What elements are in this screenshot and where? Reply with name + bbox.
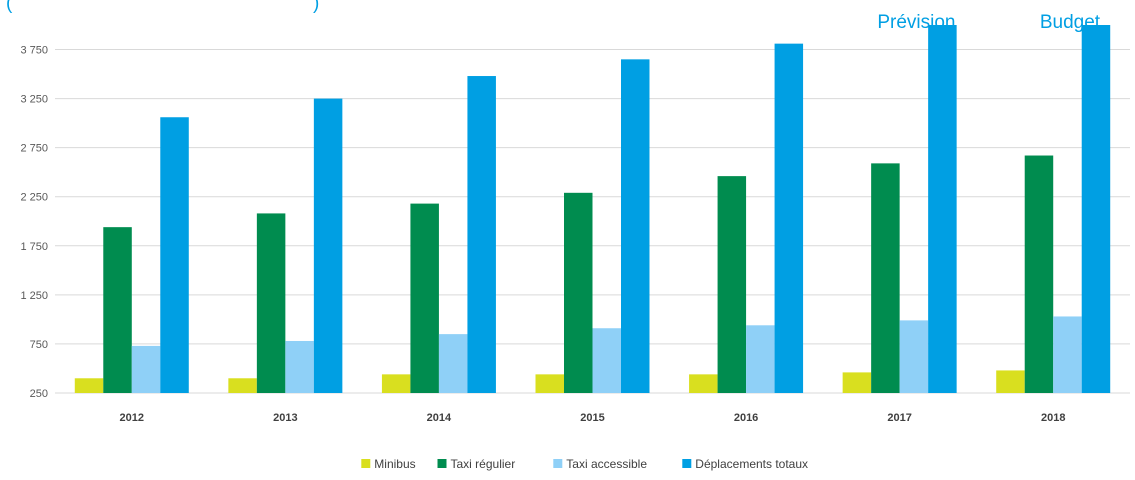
x-tick-label: 2015 — [580, 412, 604, 424]
bar-minibus-2018 — [996, 370, 1025, 393]
bar-minibus-2016 — [689, 374, 718, 393]
annotations: Prévision Budget — [877, 12, 1100, 33]
legend-label: Déplacements totaux — [695, 457, 808, 471]
bar-taxi-r-gulier-2016 — [717, 176, 747, 393]
legend-swatch — [437, 459, 447, 468]
bar-taxi-r-gulier-2014 — [410, 203, 439, 393]
bar-minibus-2017 — [842, 372, 872, 393]
chart-title-fragment-end: ) — [313, 0, 319, 14]
y-tick-label: 3 750 — [20, 45, 48, 57]
legend-swatch — [553, 459, 563, 468]
bar-taxi-accessible-2017 — [899, 320, 929, 393]
y-tick-label: 1 750 — [20, 241, 48, 253]
bar-d-placements-totaux-2014 — [467, 76, 496, 394]
legend-swatch — [361, 459, 371, 468]
bar-d-placements-totaux-2012 — [160, 117, 189, 393]
legend-label: Minibus — [374, 457, 415, 471]
bar-taxi-accessible-2018 — [1053, 316, 1082, 393]
y-tick-label: 2 750 — [20, 143, 48, 155]
x-tick-label: 2014 — [427, 412, 452, 424]
legend-label: Taxi accessible — [566, 457, 647, 471]
bar-d-placements-totaux-2018 — [1081, 25, 1111, 393]
bar-taxi-r-gulier-2012 — [103, 227, 132, 393]
x-tick-label: 2016 — [734, 412, 758, 424]
bar-d-placements-totaux-2016 — [774, 43, 804, 394]
bar-d-placements-totaux-2013 — [313, 98, 343, 393]
bar-taxi-r-gulier-2018 — [1024, 155, 1054, 393]
bar-taxi-accessible-2015 — [592, 328, 621, 393]
x-tick-label: 2018 — [1041, 412, 1065, 424]
bar-taxi-accessible-2012 — [131, 345, 161, 393]
x-axis-ticks: 2012 2013 2014 2015 2016 2017 2018 — [120, 412, 1066, 424]
x-tick-label: 2012 — [120, 412, 144, 424]
bar-taxi-r-gulier-2017 — [871, 163, 900, 393]
y-tick-label: 750 — [30, 339, 48, 351]
legend-label: Taxi régulier — [451, 457, 516, 471]
annotation-label: Prévision — [877, 12, 955, 33]
y-tick-label: 1 250 — [20, 290, 48, 302]
bar-taxi-r-gulier-2015 — [564, 192, 593, 393]
bar-taxi-accessible-2014 — [438, 334, 468, 393]
bar-taxi-accessible-2016 — [746, 325, 775, 393]
legend-swatch — [682, 459, 692, 468]
bar-d-placements-totaux-2015 — [621, 59, 650, 393]
bars — [74, 25, 1111, 394]
bar-minibus-2013 — [228, 378, 257, 393]
bar-taxi-r-gulier-2013 — [256, 213, 286, 393]
y-tick-label: 250 — [30, 388, 48, 400]
y-tick-label: 3 250 — [20, 94, 48, 106]
y-tick-label: 2 250 — [20, 192, 48, 204]
x-tick-label: 2017 — [887, 412, 911, 424]
y-axis-ticks: 250 750 1 250 1 750 2 250 2 750 3 250 3 750 — [20, 45, 48, 400]
annotation-label: Budget — [1040, 12, 1101, 33]
bar-minibus-2014 — [381, 374, 411, 393]
bar-d-placements-totaux-2017 — [928, 25, 957, 393]
bar-taxi-accessible-2013 — [285, 340, 314, 393]
x-tick-label: 2013 — [273, 412, 297, 424]
bar-minibus-2015 — [535, 374, 564, 393]
chart-title-fragment: ( — [6, 0, 13, 14]
legend: Minibus Taxi régulier Taxi accessible Dépla… — [361, 457, 808, 471]
bar-minibus-2012 — [74, 378, 104, 393]
